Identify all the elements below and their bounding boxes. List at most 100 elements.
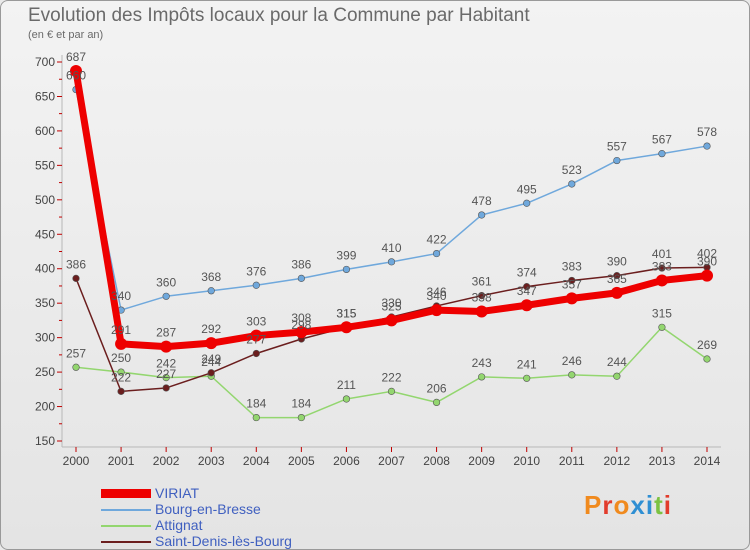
data-point-2 — [432, 398, 441, 407]
data-point-0 — [295, 326, 308, 339]
data-point-2 — [72, 363, 80, 371]
data-label: 287 — [156, 326, 176, 340]
data-label: 315 — [336, 306, 356, 320]
data-point-1 — [207, 287, 215, 295]
data-label: 257 — [66, 346, 86, 360]
data-label: 386 — [66, 257, 86, 271]
data-point-0 — [340, 321, 353, 334]
data-point-0 — [610, 286, 623, 299]
data-point-2 — [703, 355, 711, 363]
data-point-1 — [387, 258, 396, 266]
x-tick-label: 2008 — [423, 454, 450, 468]
data-label: 222 — [381, 370, 401, 384]
data-label: 246 — [562, 354, 582, 368]
y-tick-label: 350 — [35, 296, 55, 310]
data-label: 360 — [156, 275, 176, 289]
data-label: 410 — [381, 241, 401, 255]
data-label: 357 — [562, 277, 582, 291]
data-point-0 — [565, 292, 578, 305]
x-tick-label: 2007 — [378, 454, 405, 468]
data-label: 241 — [517, 357, 537, 371]
data-point-1 — [613, 156, 621, 165]
data-point-0 — [701, 269, 713, 282]
x-tick-label: 2003 — [198, 454, 225, 468]
data-label: 386 — [291, 257, 311, 271]
data-point-2 — [478, 373, 486, 381]
data-label: 347 — [517, 284, 537, 298]
y-tick-label: 150 — [35, 434, 55, 448]
data-label: 383 — [652, 259, 672, 273]
data-label: 478 — [472, 194, 492, 208]
data-point-3 — [613, 272, 621, 280]
data-point-2 — [568, 371, 576, 379]
data-label: 184 — [291, 397, 311, 411]
data-label: 330 — [381, 296, 401, 310]
data-point-2 — [117, 368, 125, 376]
data-label: 557 — [607, 140, 627, 154]
data-point-1 — [478, 211, 486, 219]
data-label: 227 — [156, 367, 176, 381]
data-label: 376 — [246, 264, 266, 278]
x-tick-label: 2000 — [63, 454, 90, 468]
data-point-0 — [115, 337, 128, 350]
data-point-2 — [387, 387, 396, 395]
data-label: 325 — [381, 299, 401, 313]
x-tick-label: 2006 — [333, 454, 360, 468]
y-tick-label: 450 — [35, 227, 55, 241]
data-label: 277 — [246, 332, 266, 346]
data-point-3 — [568, 276, 576, 285]
chart-subtitle: (en € et par an) — [28, 29, 104, 41]
data-point-3 — [658, 264, 666, 272]
data-point-1 — [568, 180, 576, 188]
y-tick-label: 550 — [35, 158, 55, 172]
data-point-2 — [523, 374, 531, 382]
data-point-0 — [385, 314, 398, 327]
y-tick-label: 700 — [35, 55, 55, 69]
data-point-3 — [478, 292, 486, 300]
data-point-1 — [703, 142, 711, 150]
data-label: 298 — [291, 318, 311, 332]
data-point-0 — [430, 304, 443, 317]
legend-label: Bourg-en-Bresse — [155, 501, 261, 517]
data-label: 401 — [652, 247, 672, 261]
y-tick-label: 500 — [35, 193, 55, 207]
data-label: 184 — [246, 397, 266, 411]
data-point-1 — [297, 274, 305, 282]
data-label: 308 — [291, 311, 311, 325]
legend-label: Attignat — [155, 517, 203, 533]
data-point-1 — [432, 249, 441, 258]
data-label: 374 — [517, 266, 537, 280]
x-tick-label: 2010 — [513, 454, 540, 468]
data-point-3 — [207, 369, 215, 377]
data-point-3 — [72, 274, 80, 282]
data-label: 495 — [517, 182, 537, 196]
data-label: 390 — [607, 255, 627, 269]
data-label: 399 — [336, 248, 356, 262]
data-label: 660 — [66, 69, 86, 83]
proxiti-logo: Proxiti — [584, 490, 672, 520]
x-tick-label: 2009 — [468, 454, 495, 468]
legend-swatch — [101, 541, 151, 543]
data-point-0 — [70, 64, 82, 77]
legend-label: Saint-Denis-lès-Bourg — [155, 533, 292, 549]
data-point-3 — [117, 387, 125, 395]
y-tick-label: 200 — [35, 400, 55, 414]
data-label: 338 — [472, 290, 492, 304]
data-label: 315 — [652, 306, 672, 320]
data-label: 383 — [562, 259, 582, 273]
x-tick-label: 2013 — [649, 454, 676, 468]
data-point-2 — [342, 395, 351, 403]
x-tick-label: 2011 — [559, 454, 585, 468]
data-label: 340 — [427, 289, 447, 303]
data-label: 206 — [427, 381, 447, 395]
y-tick-label: 600 — [35, 124, 55, 138]
data-point-1 — [342, 265, 351, 274]
data-label: 244 — [201, 355, 221, 369]
data-point-2 — [658, 323, 666, 331]
x-tick-label: 2012 — [604, 454, 631, 468]
data-label: 687 — [66, 50, 86, 64]
x-tick-label: 2002 — [153, 454, 180, 468]
y-tick-label: 250 — [35, 365, 55, 379]
data-label: 340 — [111, 289, 131, 303]
